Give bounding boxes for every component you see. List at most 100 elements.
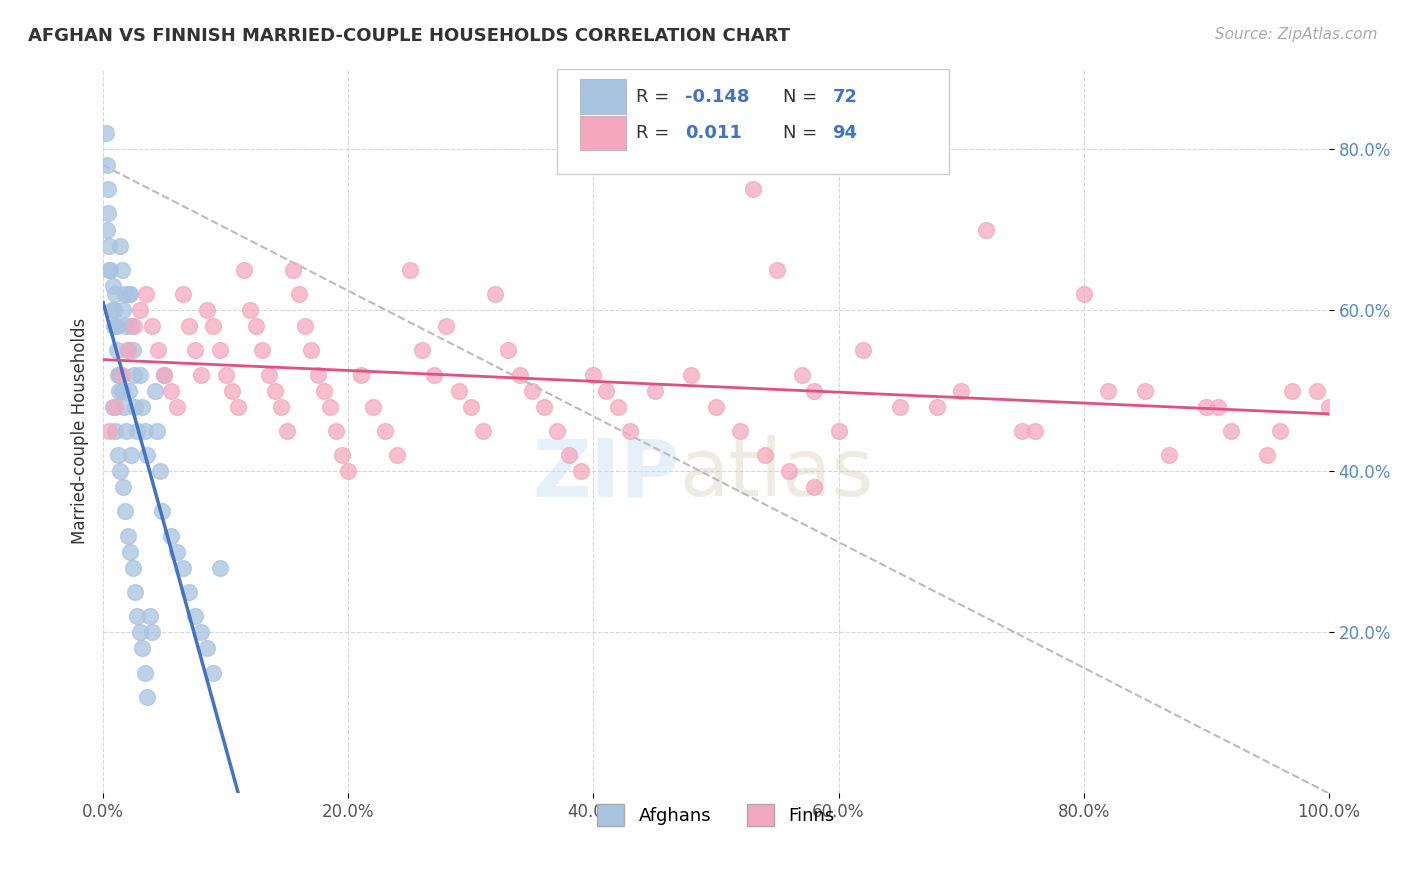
Text: 94: 94 [832, 124, 858, 142]
Point [110, 263, 132, 277]
Point [1195, 400, 1218, 414]
FancyBboxPatch shape [557, 69, 949, 174]
Text: 0.011: 0.011 [685, 124, 742, 142]
Point [434, 319, 457, 334]
Point [98, 424, 121, 438]
Point [150, 504, 173, 518]
Point [1011, 424, 1033, 438]
Point [120, 545, 142, 559]
Point [827, 424, 849, 438]
Point [337, 464, 360, 478]
Point [107, 448, 129, 462]
Point [307, 368, 329, 382]
Point [111, 303, 134, 318]
Point [98, 238, 121, 252]
Point [110, 384, 132, 398]
Point [754, 448, 776, 462]
Point [141, 625, 163, 640]
Point [1281, 384, 1303, 398]
Point [110, 238, 132, 252]
Point [294, 319, 316, 334]
Point [120, 287, 142, 301]
Point [124, 585, 146, 599]
Point [208, 343, 231, 358]
Point [98, 263, 121, 277]
Point [1024, 424, 1046, 438]
Point [166, 400, 188, 414]
Point [159, 384, 181, 398]
Point [172, 561, 194, 575]
Point [177, 319, 200, 334]
Text: -0.148: -0.148 [685, 87, 749, 106]
Point [110, 464, 132, 478]
Point [1219, 424, 1241, 438]
Point [177, 585, 200, 599]
Point [96, 222, 118, 236]
Text: N =: N = [783, 87, 824, 106]
Text: ZIP: ZIP [531, 435, 679, 514]
Point [319, 400, 342, 414]
Point [105, 343, 128, 358]
Point [276, 424, 298, 438]
Point [730, 424, 752, 438]
Point [117, 528, 139, 542]
Point [104, 319, 127, 334]
Point [741, 182, 763, 196]
Point [1097, 384, 1119, 398]
Point [103, 319, 125, 334]
Point [330, 448, 353, 462]
Point [257, 368, 280, 382]
Point [131, 641, 153, 656]
Point [533, 400, 555, 414]
Point [974, 222, 997, 236]
Point [108, 384, 131, 398]
FancyBboxPatch shape [579, 116, 627, 151]
Text: R =: R = [637, 87, 675, 106]
Point [790, 368, 813, 382]
Point [509, 368, 531, 382]
Point [520, 384, 543, 398]
Point [889, 400, 911, 414]
Text: atlas: atlas [679, 435, 873, 514]
Point [159, 528, 181, 542]
Point [184, 343, 207, 358]
Point [558, 448, 581, 462]
Point [252, 343, 274, 358]
Point [496, 343, 519, 358]
Point [546, 424, 568, 438]
Point [190, 625, 212, 640]
Point [190, 368, 212, 382]
Point [136, 448, 159, 462]
Point [447, 384, 470, 398]
Point [105, 319, 128, 334]
Point [312, 384, 335, 398]
Point [202, 665, 225, 680]
Point [111, 480, 134, 494]
Point [148, 464, 170, 478]
Point [134, 665, 156, 680]
Point [127, 609, 149, 624]
Point [779, 464, 801, 478]
Point [460, 400, 482, 414]
Point [281, 263, 304, 277]
Point [97, 182, 120, 196]
Point [96, 158, 118, 172]
Point [117, 343, 139, 358]
Point [374, 424, 396, 438]
Point [411, 343, 433, 358]
Point [215, 368, 238, 382]
Point [135, 287, 157, 301]
Point [1268, 424, 1291, 438]
Point [270, 400, 292, 414]
Point [423, 368, 446, 382]
Point [101, 279, 124, 293]
Point [104, 400, 127, 414]
Point [484, 287, 506, 301]
Point [349, 368, 371, 382]
Point [138, 609, 160, 624]
Text: Source: ZipAtlas.com: Source: ZipAtlas.com [1215, 27, 1378, 42]
Point [153, 368, 176, 382]
Point [121, 561, 143, 575]
Point [195, 303, 218, 318]
Point [136, 690, 159, 704]
